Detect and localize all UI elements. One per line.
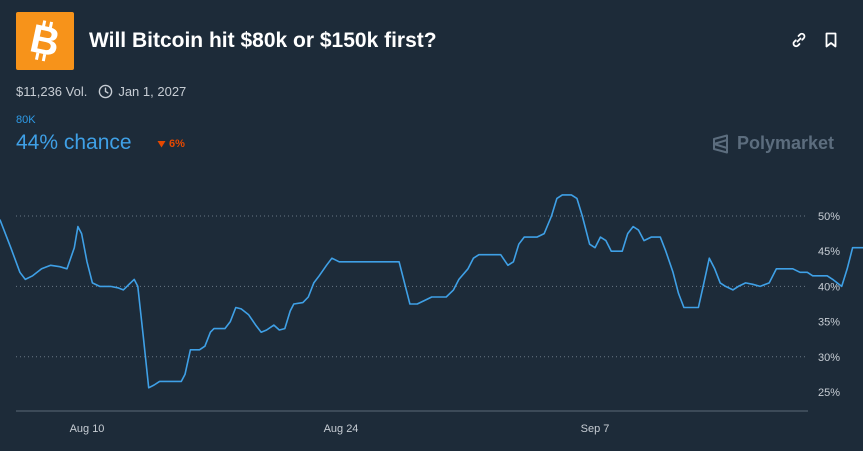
brand-name: Polymarket — [737, 133, 835, 153]
bitcoin-icon: B — [26, 16, 63, 65]
y-tick-label: 35% — [818, 317, 840, 329]
x-tick-label: Sep 7 — [581, 423, 610, 435]
polymarket-brand: Polymarket — [711, 133, 834, 154]
outcome-label: 80K — [16, 114, 36, 126]
market-title: Will Bitcoin hit $80k or $150k first? — [89, 29, 437, 52]
chance-change: 6% — [157, 138, 185, 150]
end-date-label: Jan 1, 2027 — [118, 84, 187, 99]
y-tick-label: 30% — [818, 352, 840, 364]
volume-label: $11,236 Vol. — [16, 84, 88, 99]
polymarket-logo-icon — [713, 134, 728, 153]
chance-value: 44% chance — [16, 131, 132, 154]
copy-link-button[interactable] — [790, 31, 808, 49]
link-icon — [792, 32, 806, 48]
x-tick-label: Aug 24 — [324, 423, 359, 435]
y-tick-label: 40% — [818, 281, 840, 293]
series-line — [0, 194, 863, 389]
bookmark-button[interactable] — [822, 31, 840, 49]
chance-change-value: 6% — [169, 138, 185, 150]
y-tick-label: 25% — [818, 387, 840, 399]
y-tick-label: 50% — [818, 211, 840, 223]
bookmark-icon — [825, 32, 837, 48]
triangle-down-icon — [157, 141, 166, 148]
clock-icon — [99, 84, 113, 99]
price-chart: 25% 30% 35% 40% 45% 50% Aug 10 Aug 24 Sep 7 — [0, 194, 863, 435]
market-meta: $11,236 Vol. Jan 1, 2027 — [16, 84, 186, 99]
y-tick-label: 45% — [818, 246, 840, 258]
market-logo: B — [16, 12, 74, 70]
x-tick-label: Aug 10 — [70, 423, 105, 435]
